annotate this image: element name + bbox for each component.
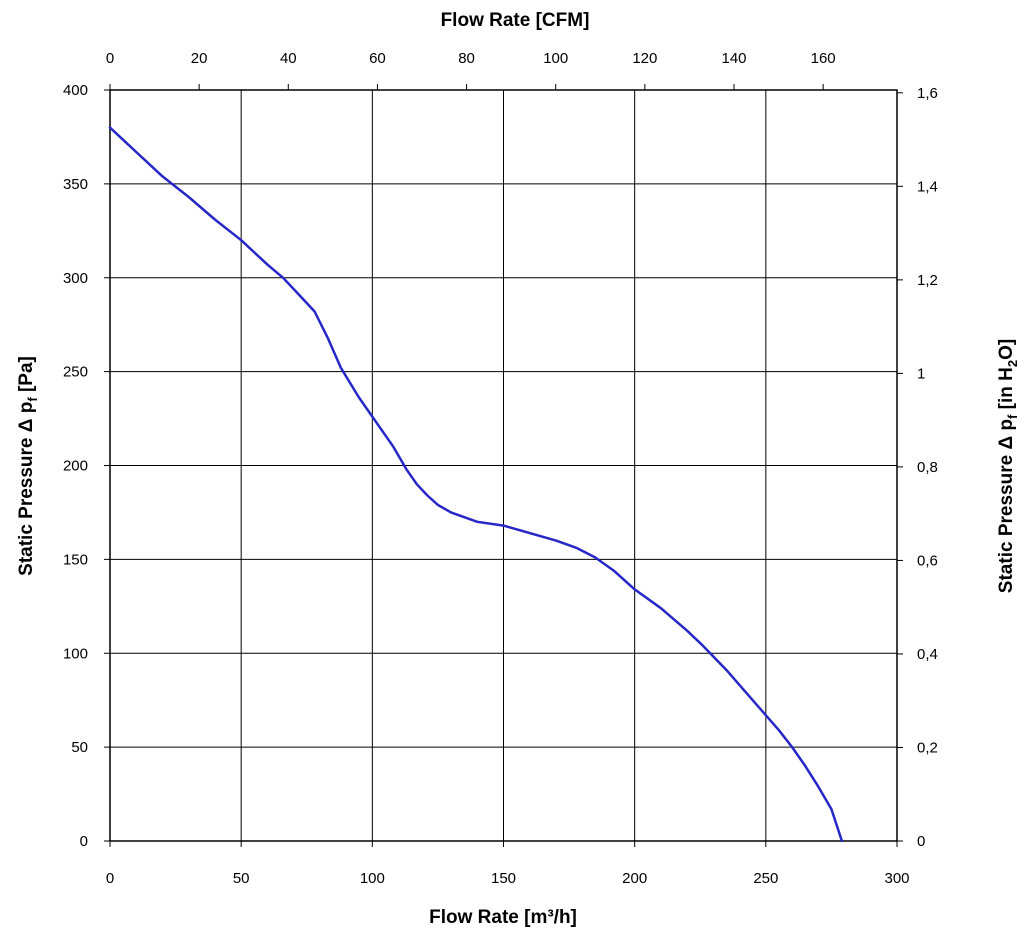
x-top-tick-label: 160: [811, 50, 836, 67]
x-axis-title-bottom: Flow Rate [m³/h]: [429, 907, 577, 928]
y-left-tick-label: 50: [71, 739, 88, 756]
x-bottom-tick-label: 200: [622, 870, 647, 887]
y-axis-title-right: Static Pressure Δ pf [in H2O]: [996, 339, 1020, 593]
y-right-tick-label: 1,2: [917, 272, 938, 289]
y-right-tick-label: 1,6: [917, 85, 938, 102]
x-top-tick-label: 140: [721, 50, 746, 67]
x-bottom-tick-label: 150: [491, 870, 516, 887]
x-top-tick-label: 0: [106, 50, 114, 67]
y-right-tick-label: 0: [917, 833, 925, 850]
y-right-tick-label: 1: [917, 365, 925, 382]
y-left-tick-label: 100: [63, 645, 88, 662]
y-left-tick-label: 0: [80, 833, 88, 850]
x-bottom-tick-label: 0: [106, 870, 114, 887]
series-layer: [108, 126, 844, 843]
x-top-tick-label: 80: [458, 50, 475, 67]
x-bottom-tick-label: 50: [233, 870, 250, 887]
y-right-tick-label: 0,4: [917, 646, 938, 663]
x-top-tick-label: 40: [280, 50, 297, 67]
pressure-curve-line: [108, 126, 844, 843]
x-top-tick-label: 60: [369, 50, 386, 67]
x-bottom-tick-label: 100: [360, 870, 385, 887]
x-top-tick-label: 100: [543, 50, 568, 67]
y-left-tick-label: 250: [63, 364, 88, 381]
y-left-tick-label: 200: [63, 458, 88, 475]
y-left-tick-label: 150: [63, 551, 88, 568]
y-left-tick-label: 400: [63, 82, 88, 99]
x-bottom-tick-label: 300: [884, 870, 909, 887]
grid-lines: [109, 89, 898, 842]
x-top-tick-label: 120: [632, 50, 657, 67]
y-axis-title-left: Static Pressure Δ pf [Pa]: [16, 356, 40, 576]
tick-labels: 0 50 100 150 200 250 3000501001502002503003504…: [63, 50, 938, 887]
y-right-tick-label: 0,6: [917, 552, 938, 569]
x-top-tick-label: 20: [191, 50, 208, 67]
y-left-tick-label: 300: [63, 270, 88, 287]
y-right-tick-label: 0,2: [917, 739, 938, 756]
y-left-tick-label: 350: [63, 176, 88, 193]
y-right-tick-label: 1,4: [917, 178, 938, 195]
x-axis-title-top: Flow Rate [CFM]: [441, 10, 590, 31]
y-right-tick-label: 0,8: [917, 459, 938, 476]
x-bottom-tick-label: 250: [753, 870, 778, 887]
